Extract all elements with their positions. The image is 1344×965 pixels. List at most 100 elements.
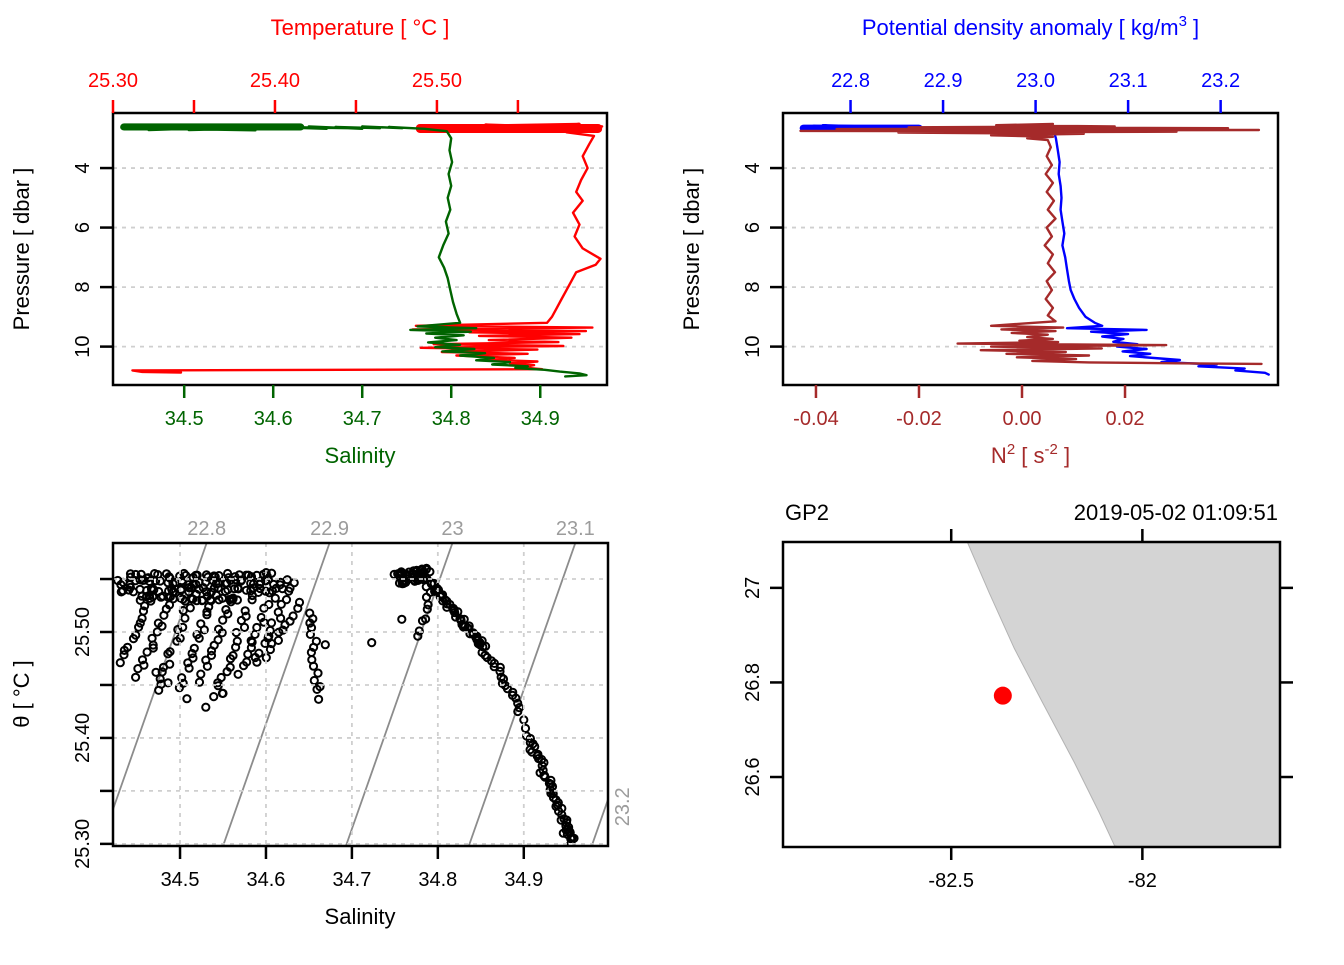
ts-point — [196, 669, 206, 679]
ts-point — [178, 622, 188, 632]
tick-label: 25.40 — [250, 70, 300, 92]
tick-label: 6 — [742, 222, 764, 233]
ts-point — [154, 685, 164, 695]
ts-point — [211, 590, 221, 600]
gridlines — [783, 167, 1278, 348]
tick-label: 22.8 — [831, 70, 870, 92]
ts-point — [202, 610, 212, 620]
ts-point — [247, 590, 257, 601]
isopycnal-label: 23.1 — [556, 518, 595, 540]
ts-point — [513, 706, 523, 717]
ts-point — [159, 610, 169, 620]
ts-point — [158, 662, 169, 672]
tick-label: 23.0 — [1016, 70, 1055, 92]
ts-point — [201, 702, 211, 712]
ts-point — [223, 568, 233, 579]
ts-point — [312, 684, 322, 695]
ts-point — [247, 595, 257, 605]
tick-label: 4 — [742, 162, 764, 173]
ts-point — [233, 584, 243, 594]
ts-point — [495, 666, 505, 677]
ts-point — [551, 801, 561, 812]
temperature-profile — [131, 122, 604, 374]
ts-point — [259, 603, 269, 613]
ts-point — [480, 650, 490, 660]
panel-frame — [111, 111, 609, 387]
ts-point — [182, 694, 192, 704]
ts-point — [231, 642, 241, 652]
pressure-axis-title-left: Pressure [ dbar ] — [9, 168, 34, 331]
isopycnal-label: 23 — [441, 518, 463, 540]
ts-point — [155, 674, 165, 684]
isopycnal-line — [222, 543, 331, 846]
ts-point — [217, 628, 227, 638]
tick-label: 25.30 — [88, 70, 138, 92]
tick-label: 26.8 — [742, 663, 764, 702]
tick-label: 6 — [72, 222, 94, 233]
tick-label: 0.00 — [1003, 408, 1042, 430]
ts-point — [265, 625, 275, 636]
ts-point — [140, 601, 150, 611]
n2-profile — [799, 122, 1263, 366]
ts-point — [423, 600, 433, 610]
ts-point — [367, 638, 377, 648]
ts-point — [530, 741, 540, 752]
ts-point — [432, 585, 442, 595]
panel-frame — [111, 541, 610, 848]
station-marker — [993, 686, 1012, 705]
tick-label: 23.1 — [1109, 70, 1148, 92]
ts-point — [153, 570, 163, 580]
isopycnal-label: 23.2 — [612, 787, 634, 826]
isopycnal-label: 22.9 — [310, 518, 349, 540]
ts-point — [218, 688, 228, 699]
ts-point — [266, 618, 277, 628]
profile-temperature-salinity: 25.30 25.40 25.50 34.5 34.6 34.7 34.8 34.9 4 6 8 10 — [72, 70, 609, 430]
tick-label: 25.50 — [72, 607, 94, 657]
ts-point — [276, 613, 286, 623]
ts-point — [478, 642, 488, 652]
salinity-axis-title-profile: Salinity — [325, 443, 396, 468]
tick-label: 34.9 — [504, 869, 543, 891]
ts-point — [285, 583, 295, 593]
pressure-axis-title-right: Pressure [ dbar ] — [679, 168, 704, 331]
temperature-axis-title: Temperature [ °C ] — [271, 15, 450, 40]
land-polygon — [966, 542, 1280, 847]
ts-point — [468, 628, 478, 638]
ts-point — [320, 640, 330, 650]
ts-point — [146, 596, 156, 606]
ts-point — [305, 629, 315, 640]
ts-point — [218, 615, 228, 625]
ts-point — [194, 633, 204, 643]
ts-point — [221, 605, 231, 615]
isopycnal-label: 22.8 — [187, 518, 226, 540]
ts-point — [183, 658, 193, 668]
ts-point — [223, 609, 233, 619]
tick-label: 34.9 — [521, 408, 560, 430]
ts-point — [520, 723, 531, 734]
ts-point — [422, 604, 432, 614]
ts-point — [293, 603, 303, 613]
ts-point — [276, 599, 286, 609]
ts-point — [233, 669, 243, 679]
ts-point — [165, 573, 175, 583]
isopycnal-line — [467, 543, 577, 846]
tick-label: 34.5 — [161, 869, 200, 891]
ts-point — [148, 640, 158, 650]
ts-point — [186, 593, 196, 604]
ts-point — [246, 572, 257, 582]
ts-point — [189, 643, 199, 653]
ts-point — [206, 650, 217, 661]
ts-point — [413, 631, 423, 641]
tick-label: -0.04 — [793, 408, 839, 430]
salinity-axis-title-ts: Salinity — [325, 904, 396, 929]
ts-point — [250, 629, 260, 640]
ts-point — [308, 661, 319, 671]
ts-point — [137, 613, 147, 624]
ts-point — [177, 673, 187, 683]
tick-label: 25.50 — [412, 70, 462, 92]
ts-point — [115, 658, 125, 668]
tick-label: 4 — [72, 162, 94, 173]
tick-label: 8 — [742, 282, 764, 293]
ts-point — [252, 657, 262, 667]
ts-point — [134, 622, 144, 632]
